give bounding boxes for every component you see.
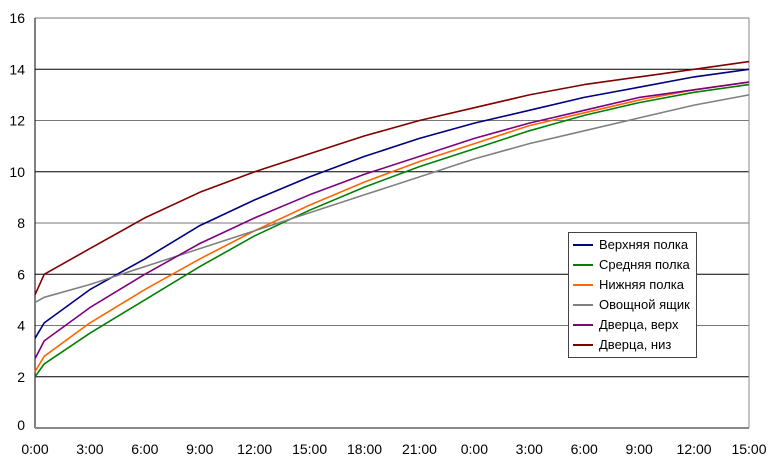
x-tick-label: 12:00 bbox=[677, 441, 712, 457]
y-tick-label: 4 bbox=[17, 318, 25, 334]
y-tick-label: 0 bbox=[17, 417, 25, 433]
legend-label: Овощной ящик bbox=[599, 297, 690, 312]
legend-item: Дверца, верх bbox=[573, 315, 690, 335]
x-tick-label: 12:00 bbox=[237, 441, 272, 457]
legend-label: Верхняя полка bbox=[599, 237, 689, 252]
legend-label: Дверца, верх bbox=[599, 317, 679, 332]
y-tick-label: 6 bbox=[17, 266, 25, 282]
legend-swatch bbox=[573, 304, 593, 306]
y-tick-label: 8 bbox=[17, 215, 25, 231]
x-tick-label: 3:00 bbox=[76, 441, 103, 457]
legend: Верхняя полка Средняя полка Нижняя полка Ов… bbox=[568, 232, 697, 358]
y-tick-label: 16 bbox=[9, 10, 25, 26]
x-tick-label: 15:00 bbox=[292, 441, 327, 457]
legend-swatch bbox=[573, 284, 593, 286]
legend-swatch bbox=[573, 324, 593, 326]
series-line-2 bbox=[34, 81, 750, 373]
x-tick-label: 15:00 bbox=[731, 441, 766, 457]
legend-swatch bbox=[573, 344, 593, 346]
legend-label: Средняя полка bbox=[599, 257, 690, 272]
legend-item: Овощной ящик bbox=[573, 295, 690, 315]
x-tick-label: 6:00 bbox=[131, 441, 158, 457]
legend-label: Нижняя полка bbox=[599, 277, 684, 292]
legend-item: Нижняя полка bbox=[573, 275, 690, 295]
x-tick-label: 18:00 bbox=[347, 441, 382, 457]
series-line-1 bbox=[34, 83, 750, 378]
legend-item: Верхняя полка bbox=[573, 235, 690, 255]
y-tick-label: 2 bbox=[17, 369, 25, 385]
legend-item: Средняя полка bbox=[573, 255, 690, 275]
series-line-3 bbox=[34, 94, 750, 304]
legend-swatch bbox=[573, 264, 593, 266]
x-tick-label: 0:00 bbox=[21, 441, 48, 457]
y-tick-label: 14 bbox=[9, 61, 25, 77]
x-tick-label: 6:00 bbox=[571, 441, 598, 457]
legend-swatch bbox=[573, 244, 593, 246]
legend-item: Дверца, низ bbox=[573, 335, 690, 355]
legend-label: Дверца, низ bbox=[599, 337, 672, 352]
x-tick-label: 9:00 bbox=[626, 441, 653, 457]
x-tick-label: 21:00 bbox=[402, 441, 437, 457]
series-line-4 bbox=[34, 81, 750, 360]
x-tick-label: 0:00 bbox=[461, 441, 488, 457]
x-tick-label: 3:00 bbox=[516, 441, 543, 457]
y-tick-label: 12 bbox=[9, 113, 25, 129]
series-line-5 bbox=[34, 60, 750, 296]
x-tick-label: 9:00 bbox=[186, 441, 213, 457]
y-tick-label: 10 bbox=[9, 164, 25, 180]
